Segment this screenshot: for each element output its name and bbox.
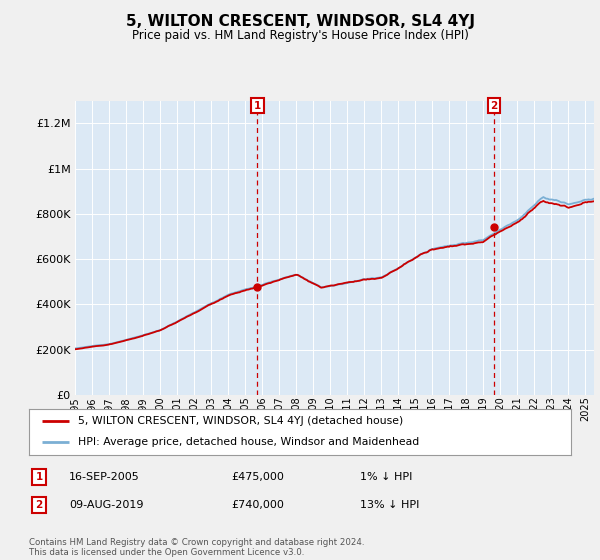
Text: 13% ↓ HPI: 13% ↓ HPI [360,500,419,510]
Text: Contains HM Land Registry data © Crown copyright and database right 2024.
This d: Contains HM Land Registry data © Crown c… [29,538,364,557]
Text: 5, WILTON CRESCENT, WINDSOR, SL4 4YJ (detached house): 5, WILTON CRESCENT, WINDSOR, SL4 4YJ (de… [77,416,403,426]
Text: 1% ↓ HPI: 1% ↓ HPI [360,472,412,482]
Text: HPI: Average price, detached house, Windsor and Maidenhead: HPI: Average price, detached house, Wind… [77,437,419,447]
Text: Price paid vs. HM Land Registry's House Price Index (HPI): Price paid vs. HM Land Registry's House … [131,29,469,42]
Text: £475,000: £475,000 [231,472,284,482]
Text: 16-SEP-2005: 16-SEP-2005 [69,472,140,482]
Text: 1: 1 [254,101,261,111]
Text: 1: 1 [35,472,43,482]
Text: £740,000: £740,000 [231,500,284,510]
Text: 2: 2 [35,500,43,510]
Text: 09-AUG-2019: 09-AUG-2019 [69,500,143,510]
Text: 2: 2 [490,101,497,111]
Text: 5, WILTON CRESCENT, WINDSOR, SL4 4YJ: 5, WILTON CRESCENT, WINDSOR, SL4 4YJ [125,14,475,29]
